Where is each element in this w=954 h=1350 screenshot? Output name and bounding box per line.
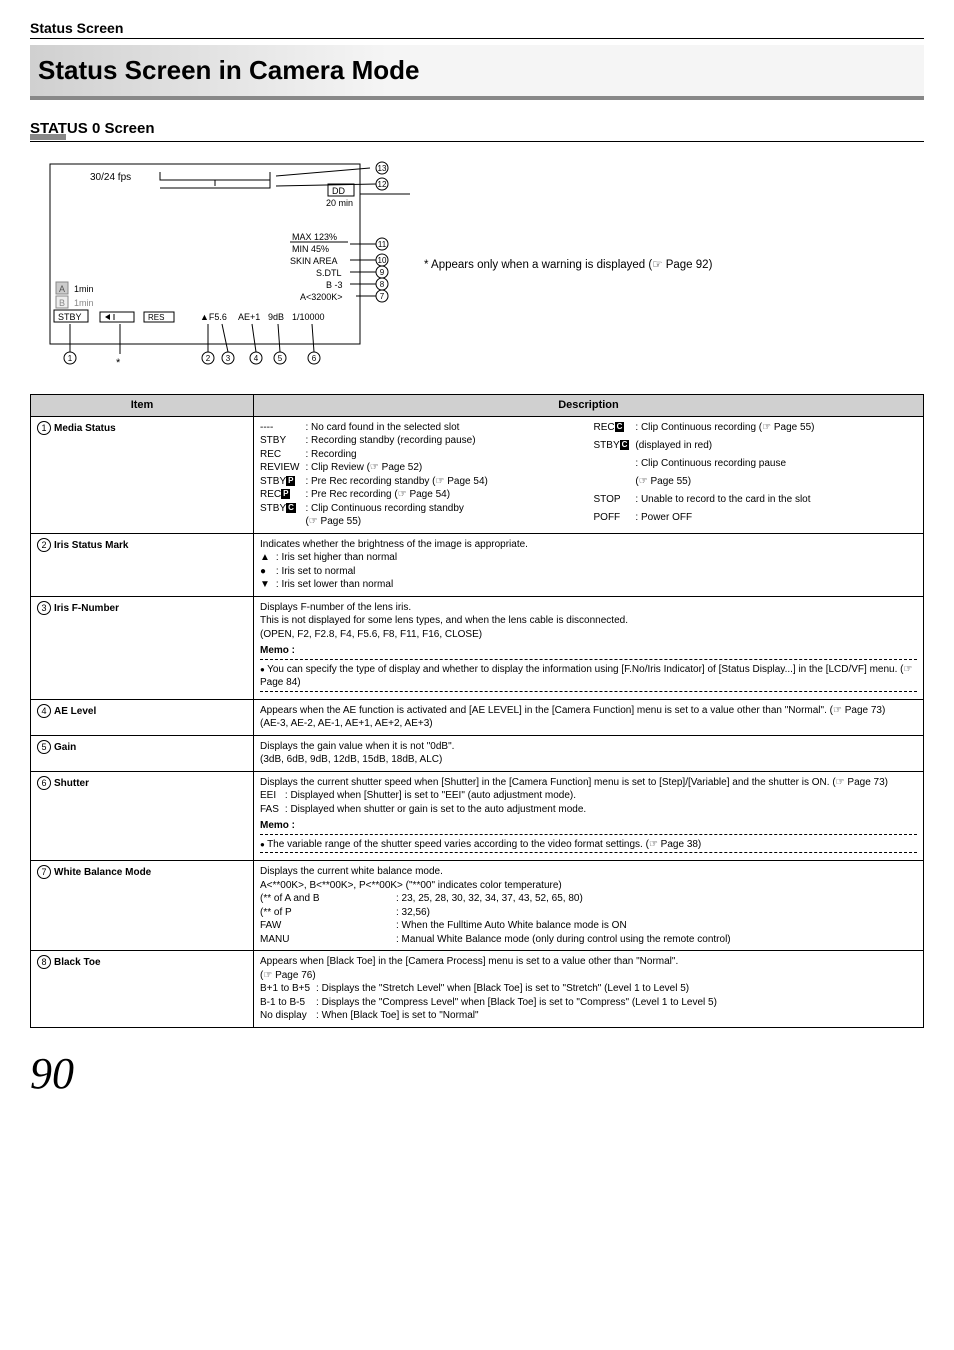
c-icon: C — [620, 440, 630, 450]
svg-text:6: 6 — [312, 354, 317, 363]
status-diagram: 30/24 fps DD 20 min MAX 123% MIN 45% SKI… — [30, 154, 410, 374]
d-time: 20 min — [326, 198, 353, 208]
c-icon: C — [615, 422, 625, 432]
d-bl1: STBY — [58, 312, 82, 322]
d-r5: B -3 — [326, 280, 343, 290]
d-asterisk: * — [116, 357, 121, 369]
subtitle-bar: STATUS 0 Screen — [30, 120, 924, 142]
spec-table: Item Description 1Media Status ----: No … — [30, 394, 924, 1028]
row-ae-level: 4AE Level Appears when the AE function i… — [31, 699, 924, 735]
svg-text:3: 3 — [226, 354, 231, 363]
d-top-left: 30/24 fps — [90, 172, 131, 183]
page-title: Status Screen in Camera Mode — [38, 55, 916, 86]
diagram-row: 30/24 fps DD 20 min MAX 123% MIN 45% SKI… — [30, 154, 924, 374]
p-icon: P — [286, 476, 295, 486]
d-r1: MAX 123% — [292, 232, 337, 242]
svg-text:B: B — [59, 298, 65, 308]
row-white-balance: 7White Balance Mode Displays the current… — [31, 861, 924, 951]
th-desc: Description — [254, 395, 924, 417]
d-bl4b: AE+1 — [238, 312, 260, 322]
d-slotb: 1min — [74, 298, 94, 308]
d-r6: A<3200K> — [300, 292, 343, 302]
svg-text:12: 12 — [378, 180, 387, 189]
title-block: Status Screen in Camera Mode — [30, 45, 924, 100]
svg-text:4: 4 — [254, 354, 259, 363]
row-iris-fnumber: 3Iris F-Number Displays F-number of the … — [31, 596, 924, 699]
name-3: Iris F-Number — [54, 603, 119, 614]
name-7: White Balance Mode — [54, 867, 151, 878]
memo-line — [260, 691, 917, 692]
name-4: AE Level — [54, 706, 96, 717]
svg-text:7: 7 — [380, 292, 385, 301]
memo-label: Memo : — [260, 819, 917, 833]
d-bl3: RES — [148, 313, 164, 322]
num-1: 1 — [37, 421, 51, 435]
svg-text:8: 8 — [380, 280, 385, 289]
d-r4: S.DTL — [316, 268, 342, 278]
p-icon: P — [281, 489, 290, 499]
name-1: Media Status — [54, 423, 116, 434]
diagram-note: * Appears only when a warning is display… — [424, 257, 712, 271]
th-item: Item — [31, 395, 254, 417]
d-dd: DD — [332, 186, 345, 196]
d-bl4a: ▲F5.6 — [200, 312, 227, 322]
num-7: 7 — [37, 865, 51, 879]
memo-label: Memo : — [260, 644, 917, 658]
d-r2: MIN 45% — [292, 244, 329, 254]
svg-text:5: 5 — [278, 354, 283, 363]
svg-text:11: 11 — [378, 240, 387, 249]
name-8: Black Toe — [54, 957, 101, 968]
d-bl4d: 1/10000 — [292, 312, 325, 322]
d-slota: 1min — [74, 284, 94, 294]
row-media-status: 1Media Status ----: No card found in the… — [31, 416, 924, 533]
svg-text:13: 13 — [378, 164, 387, 173]
row-black-toe: 8Black Toe Appears when [Black Toe] in t… — [31, 951, 924, 1028]
memo-line — [260, 852, 917, 853]
subtitle: STATUS 0 Screen — [30, 120, 924, 137]
d-r3: SKIN AREA — [290, 256, 338, 266]
memo-line — [260, 834, 917, 835]
svg-text:2: 2 — [206, 354, 211, 363]
name-2: Iris Status Mark — [54, 540, 128, 551]
page-number: 90 — [30, 1048, 924, 1099]
row-shutter: 6Shutter Displays the current shutter sp… — [31, 771, 924, 861]
num-3: 3 — [37, 601, 51, 615]
svg-text:9: 9 — [380, 268, 385, 277]
num-6: 6 — [37, 776, 51, 790]
name-6: Shutter — [54, 778, 89, 789]
c-icon: C — [286, 503, 296, 513]
row-gain: 5Gain Displays the gain value when it is… — [31, 735, 924, 771]
svg-text:10: 10 — [378, 256, 387, 265]
num-8: 8 — [37, 955, 51, 969]
d-bl4c: 9dB — [268, 312, 284, 322]
section-label: Status Screen — [30, 20, 924, 39]
svg-text:A: A — [59, 284, 65, 294]
num-5: 5 — [37, 740, 51, 754]
svg-text:1: 1 — [68, 354, 73, 363]
row-iris-status: 2Iris Status Mark Indicates whether the … — [31, 533, 924, 596]
num-4: 4 — [37, 704, 51, 718]
name-5: Gain — [54, 742, 76, 753]
memo-line — [260, 659, 917, 660]
num-2: 2 — [37, 538, 51, 552]
